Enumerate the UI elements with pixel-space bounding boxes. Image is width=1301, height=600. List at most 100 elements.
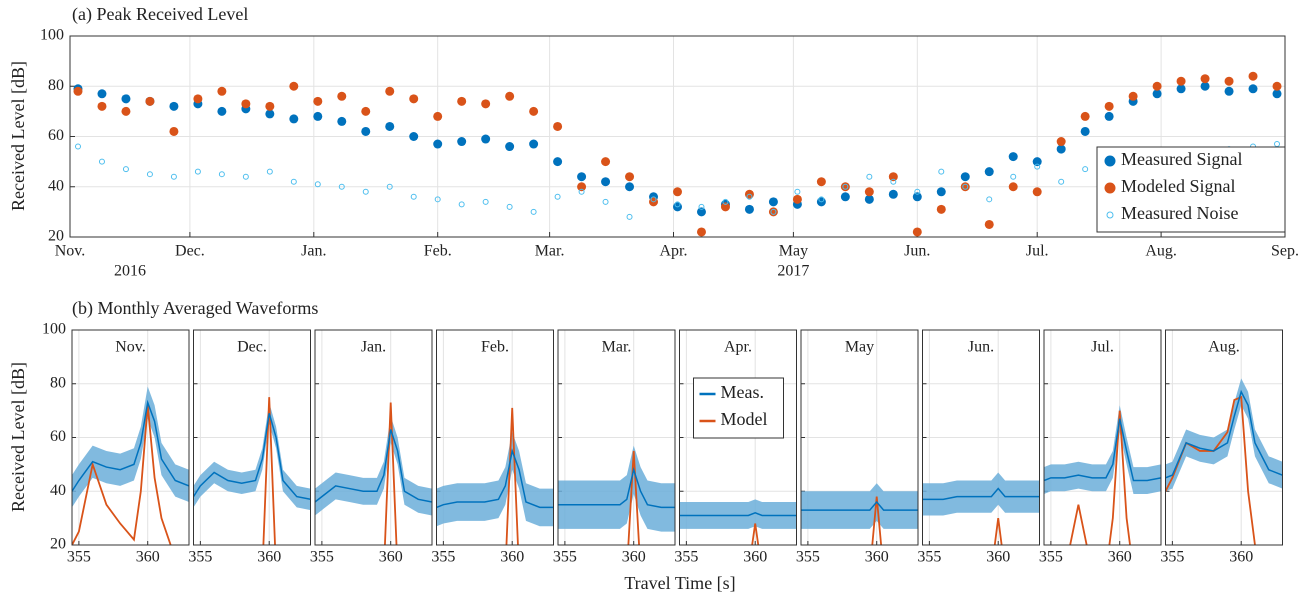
point	[410, 193, 417, 200]
point	[986, 196, 993, 203]
point	[1200, 81, 1210, 91]
x-tick-label: Mar.	[535, 243, 565, 260]
point	[146, 171, 153, 178]
x-tick-label: Jan.	[301, 243, 326, 260]
point	[170, 173, 177, 180]
point	[529, 139, 539, 149]
point	[866, 173, 873, 180]
point	[840, 182, 850, 192]
x-tick-label: Apr.	[660, 243, 688, 260]
point	[97, 89, 107, 99]
point	[650, 196, 657, 203]
x-tick-label: Feb.	[424, 243, 452, 260]
panel-title: Jun.	[968, 339, 994, 356]
panel-title: Mar.	[602, 339, 632, 356]
meas-line	[679, 511, 797, 517]
bottom-title: (b) Monthly Averaged Waveforms	[72, 298, 318, 319]
point	[169, 101, 179, 111]
x-tick-label: 360	[865, 549, 889, 566]
point	[121, 94, 131, 104]
point	[458, 201, 465, 208]
point	[1248, 71, 1258, 81]
x-tick-label: 360	[257, 549, 281, 566]
year-label: 2017	[777, 263, 809, 280]
point	[386, 183, 393, 190]
point	[194, 168, 201, 175]
point	[290, 178, 297, 185]
point	[242, 173, 249, 180]
point	[337, 116, 347, 126]
point	[1248, 84, 1258, 94]
point	[912, 227, 922, 237]
point	[601, 177, 611, 187]
point	[1082, 166, 1089, 173]
point	[506, 203, 513, 210]
point	[98, 158, 105, 165]
point	[434, 196, 441, 203]
point	[768, 207, 778, 217]
point	[840, 192, 850, 202]
meas-line	[436, 448, 554, 509]
panel-marks	[679, 499, 797, 545]
point	[888, 172, 898, 182]
panel-frame	[557, 329, 676, 546]
x-tick-label: 355	[188, 549, 212, 566]
point	[768, 197, 778, 207]
panel-marks	[558, 445, 675, 545]
x-tick-label: 360	[986, 549, 1010, 566]
point	[265, 101, 275, 111]
point	[1056, 137, 1066, 147]
x-tick-label: 355	[310, 549, 334, 566]
point	[888, 189, 898, 199]
panel-title: Apr.	[724, 339, 752, 356]
x-tick-label: Aug.	[1145, 243, 1177, 260]
point	[122, 166, 129, 173]
point	[289, 81, 299, 91]
legend-box	[1096, 146, 1286, 233]
y-tick-label: 60	[50, 428, 66, 445]
panel-marks	[1165, 378, 1283, 545]
panel-marks	[1044, 405, 1161, 545]
point	[1104, 111, 1114, 121]
point	[1008, 182, 1018, 192]
point	[553, 121, 563, 131]
panel-frame	[679, 329, 797, 546]
point	[554, 193, 561, 200]
point	[625, 182, 635, 192]
bottom-y-label: Received Level [dB]	[8, 362, 28, 512]
panel-frame	[922, 329, 1040, 546]
point	[1274, 141, 1281, 148]
point	[1272, 89, 1282, 99]
x-tick-label: 355	[1160, 549, 1184, 566]
point	[481, 134, 491, 144]
meas-line	[315, 429, 432, 503]
point	[938, 168, 945, 175]
x-tick-label: 360	[1229, 549, 1253, 566]
legend-label: Meas.	[721, 382, 765, 402]
legend-label: Measured Signal	[1121, 149, 1242, 169]
x-tick-label: Nov.	[55, 243, 86, 260]
point	[625, 172, 635, 182]
panel-marks	[922, 472, 1040, 545]
y-tick-label: 20	[48, 228, 64, 245]
point	[1200, 74, 1210, 84]
point	[1056, 144, 1066, 154]
point	[362, 188, 369, 195]
x-tick-label: 355	[917, 549, 941, 566]
point	[1224, 76, 1234, 86]
point	[481, 99, 491, 109]
point	[338, 183, 345, 190]
point	[1010, 173, 1017, 180]
point	[217, 86, 227, 96]
point	[1080, 111, 1090, 121]
top-y-label: Received Level [dB]	[8, 61, 28, 211]
model-line	[72, 405, 172, 545]
x-tick-label: 355	[796, 549, 820, 566]
model-line	[1165, 395, 1257, 545]
meas-band	[922, 472, 1040, 516]
point	[1080, 126, 1090, 136]
meas-band	[72, 386, 189, 508]
point	[794, 188, 801, 195]
point	[696, 207, 706, 217]
